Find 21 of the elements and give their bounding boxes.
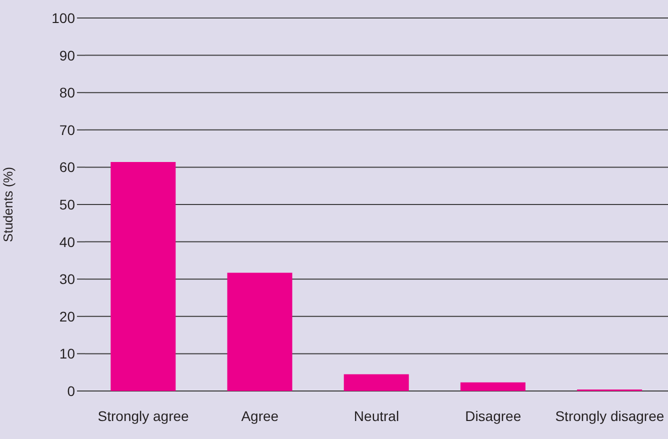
- bar: [110, 162, 176, 391]
- x-tick-label: Disagree: [465, 408, 522, 424]
- x-tick-label: Agree: [241, 408, 279, 424]
- y-tick-label: 90: [59, 47, 76, 64]
- x-tick-label: Strongly disagree: [555, 408, 664, 424]
- y-tick-label: 0: [67, 382, 76, 399]
- y-tick-label: 10: [59, 346, 76, 362]
- y-axis-title: Students (%): [0, 166, 16, 242]
- y-tick-label: 30: [59, 271, 76, 288]
- y-tick-label: 80: [59, 84, 76, 101]
- y-tick-label: 70: [59, 122, 76, 138]
- bar: [227, 272, 292, 391]
- bar: [460, 382, 526, 391]
- x-tick-label: Strongly agree: [98, 408, 190, 424]
- y-tick-label: 60: [59, 159, 76, 176]
- y-tick-label: 20: [59, 308, 76, 324]
- y-tick-label: 40: [59, 234, 76, 250]
- bar: [344, 374, 409, 391]
- x-tick-label: Neutral: [354, 408, 400, 424]
- y-tick-label: 100: [52, 10, 76, 26]
- y-tick-label: 50: [59, 196, 76, 212]
